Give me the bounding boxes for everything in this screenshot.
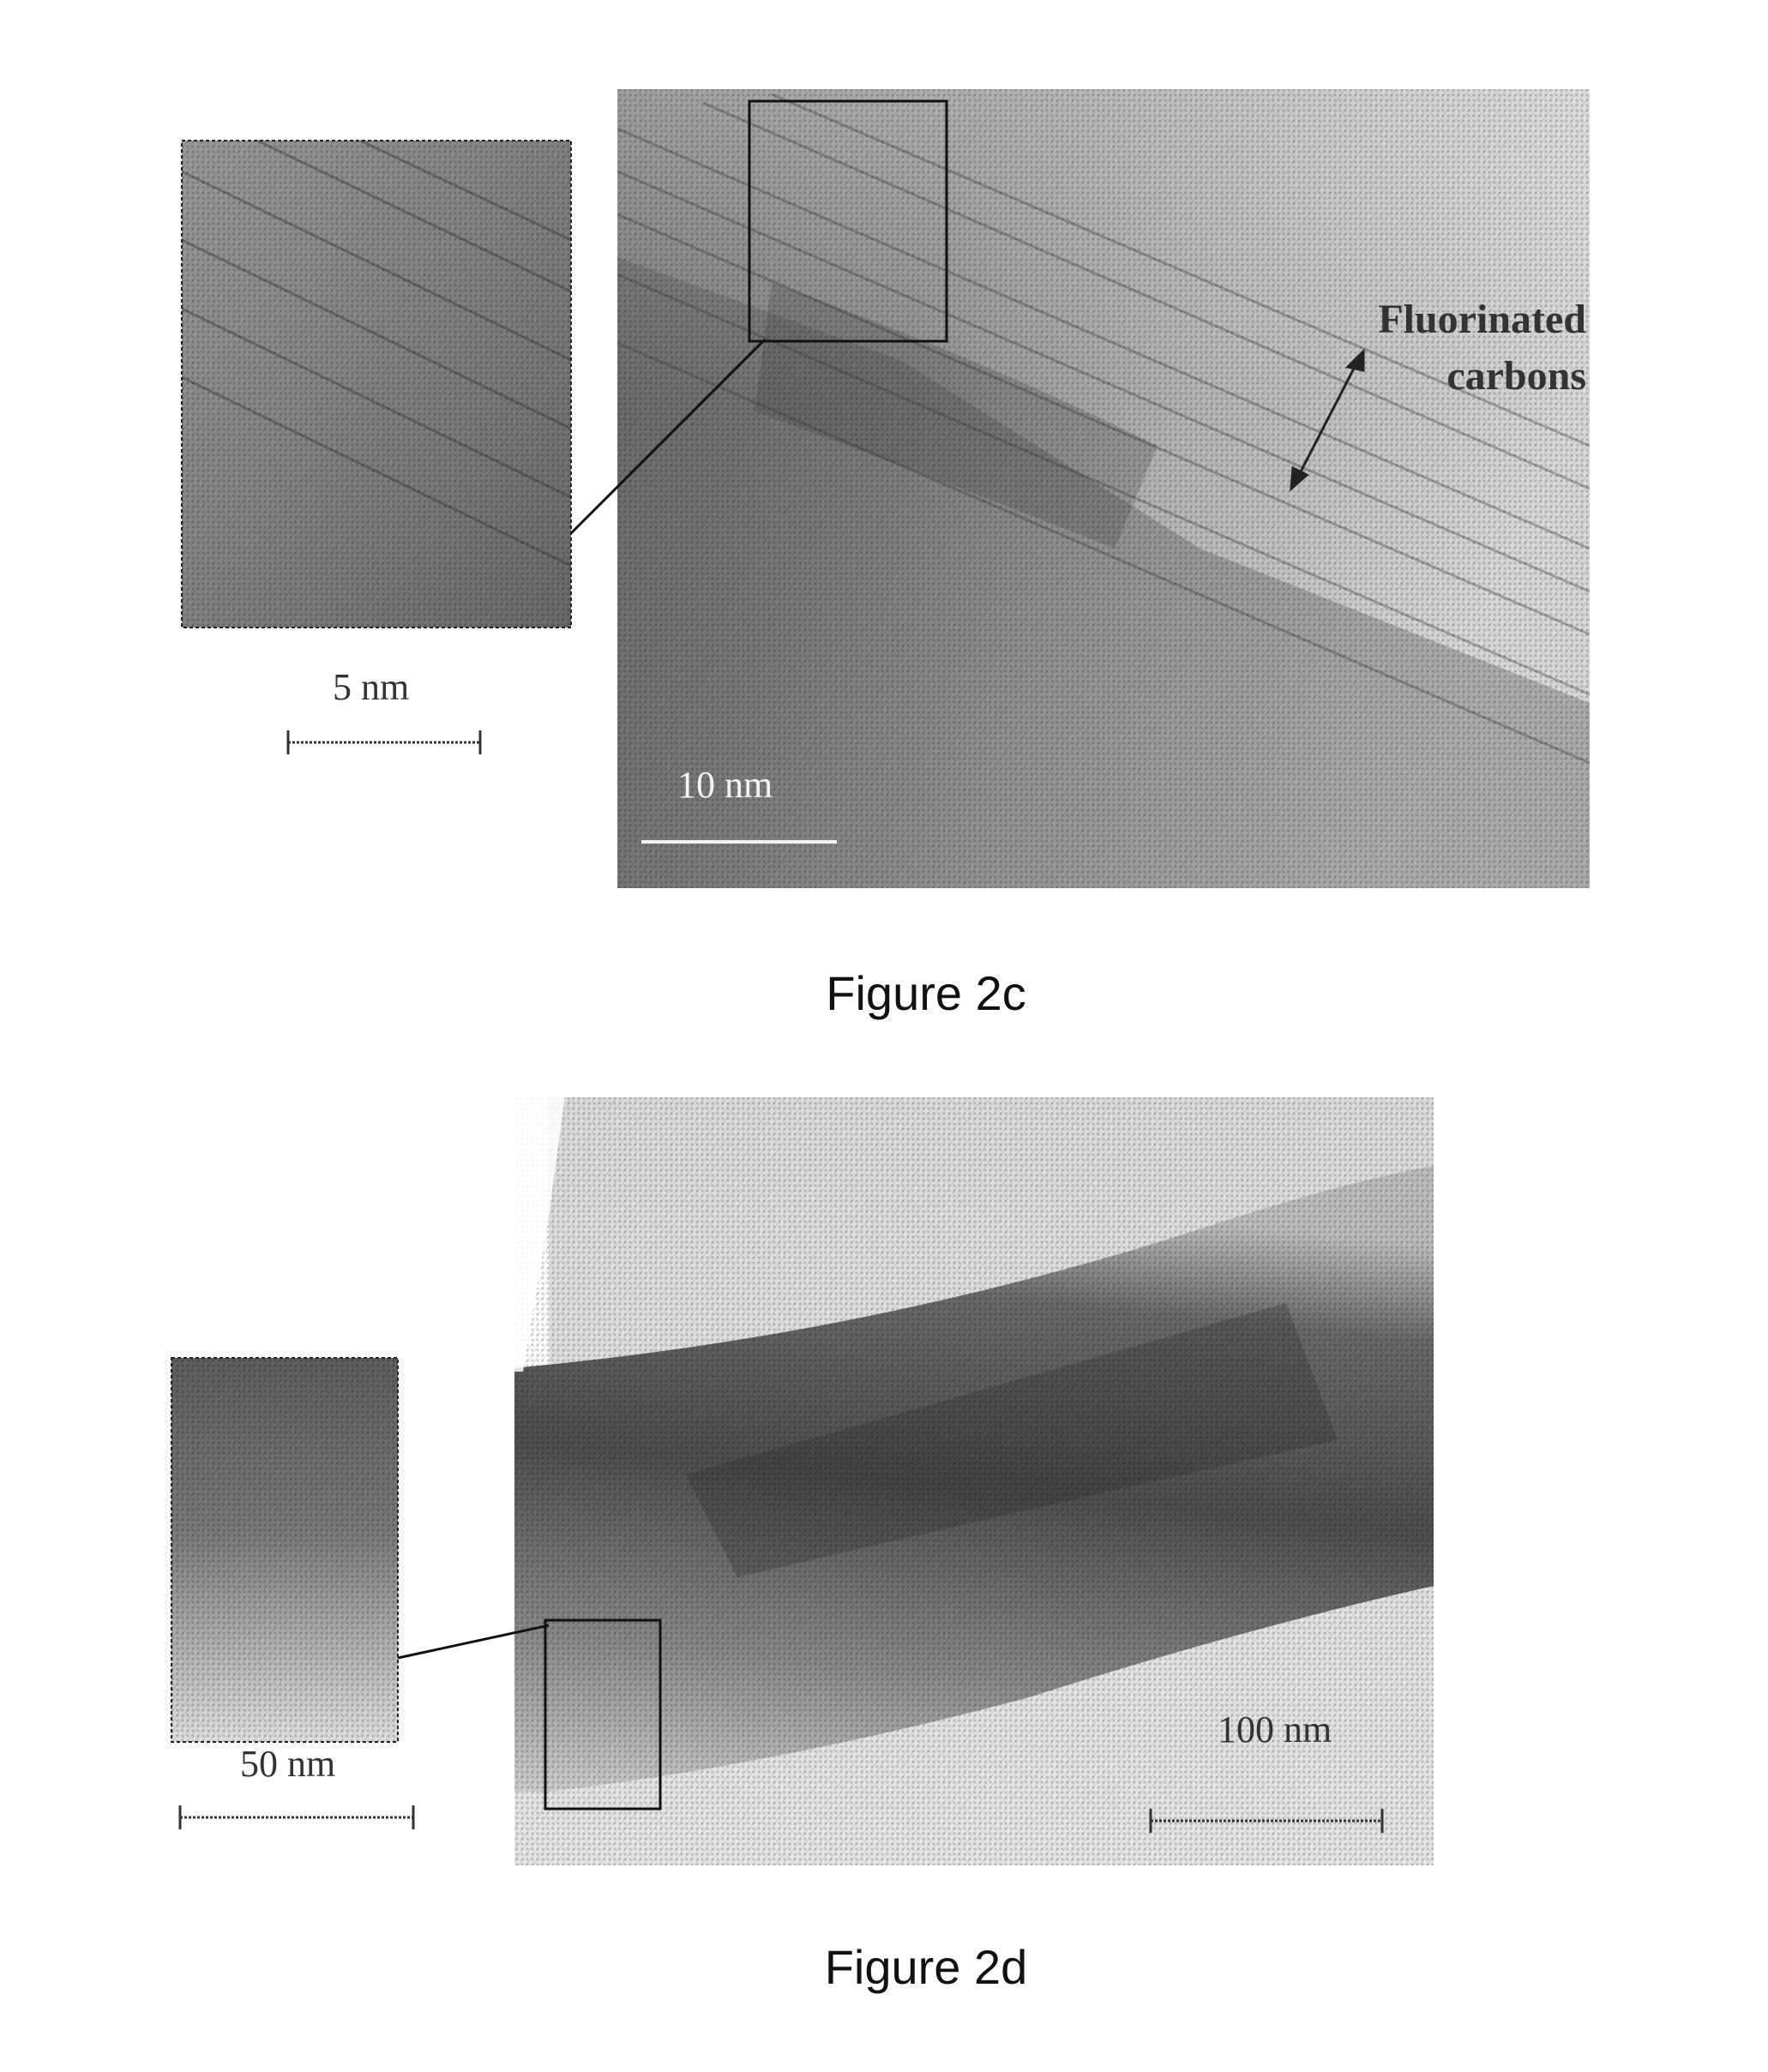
figure-2c-main-scale-label: 10 nm: [677, 763, 773, 807]
figure-2c-inset-scale-label: 5 nm: [333, 665, 409, 709]
figure-2c-inset: [182, 141, 571, 628]
figure-2d-inset-scale-label: 50 nm: [240, 1742, 335, 1786]
figure-2c-annotation-line1: Fluorinated: [1320, 291, 1586, 348]
figure-2c-inset-scale-bar: [288, 730, 480, 754]
figure-2c-caption: Figure 2c: [669, 965, 1183, 1021]
figure-2d-main-scale-label: 100 nm: [1218, 1708, 1332, 1751]
figure-2d-caption: Figure 2d: [669, 1939, 1183, 1995]
figure-2c-annotation-line2: carbons: [1320, 348, 1586, 405]
figure-2c-annotation: Fluorinated carbons: [1320, 291, 1586, 405]
figure-2d-inset-scale-bar: [180, 1805, 413, 1829]
figure-2d-inset: [171, 1358, 398, 1742]
